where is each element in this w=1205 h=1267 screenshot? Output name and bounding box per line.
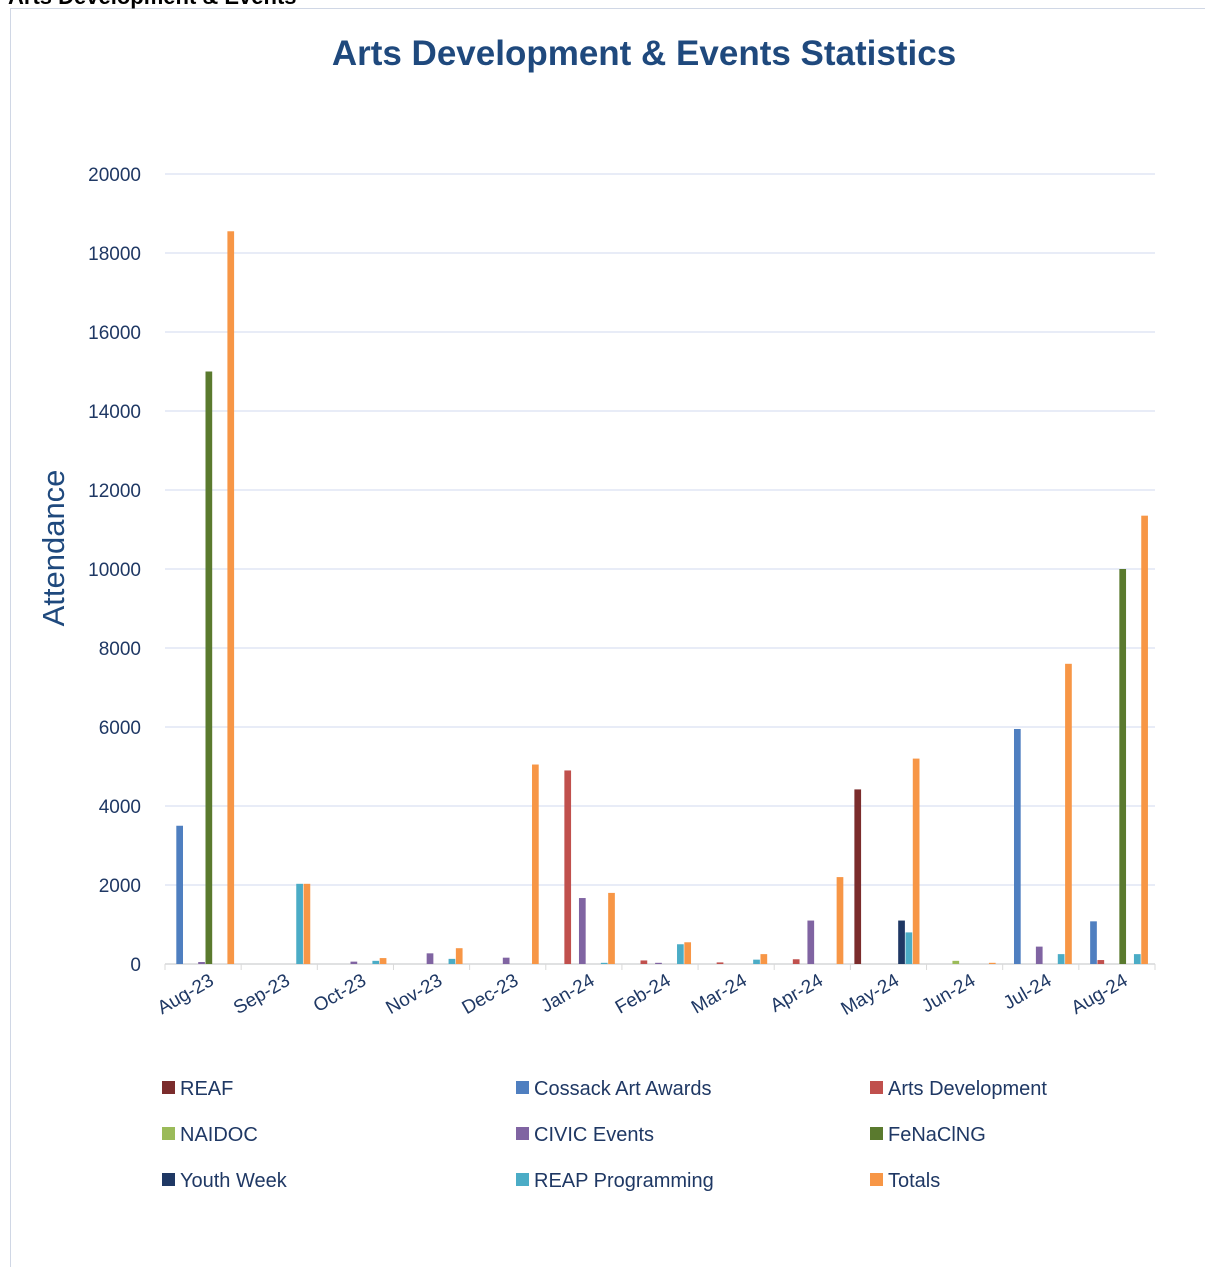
bar xyxy=(854,789,862,964)
x-tick-label: Aug-24 xyxy=(1068,970,1132,1019)
chart-frame xyxy=(10,8,1205,1267)
bar xyxy=(1141,515,1148,964)
bar xyxy=(760,954,768,964)
bar xyxy=(600,962,608,964)
legend-label: Youth Week xyxy=(180,1170,288,1192)
bar xyxy=(905,932,913,964)
legend-label: Cossack Art Awards xyxy=(534,1078,711,1100)
y-tick-label: 0 xyxy=(130,955,141,976)
x-tick-label: Nov-23 xyxy=(382,970,446,1019)
legend-swatch xyxy=(870,1081,883,1094)
bar xyxy=(227,231,235,964)
y-tick-label: 18000 xyxy=(88,244,141,265)
bar xyxy=(578,898,586,964)
bar xyxy=(502,957,510,964)
bar xyxy=(426,953,434,964)
bar xyxy=(1097,960,1105,964)
legend-label: REAP Programming xyxy=(534,1170,714,1192)
bar xyxy=(608,892,615,964)
bar xyxy=(1057,954,1065,964)
y-tick-label: 2000 xyxy=(99,876,141,897)
bar xyxy=(640,960,648,964)
y-tick-label: 14000 xyxy=(88,402,141,423)
x-tick-label: Jun-24 xyxy=(918,970,979,1017)
bar xyxy=(655,962,662,964)
bar xyxy=(198,962,205,964)
y-tick-label: 12000 xyxy=(88,481,141,502)
bar xyxy=(303,883,311,964)
bar xyxy=(836,877,844,964)
y-tick-label: 8000 xyxy=(99,639,141,660)
bar xyxy=(898,920,905,964)
x-tick-label: Feb-24 xyxy=(612,970,675,1019)
legend-swatch xyxy=(516,1127,529,1140)
bar xyxy=(455,948,463,964)
y-tick-label: 4000 xyxy=(99,797,141,818)
bar xyxy=(532,764,539,964)
bar xyxy=(792,959,800,964)
bar xyxy=(716,962,724,964)
bar xyxy=(1035,946,1043,964)
page-header: Arts Development & Events xyxy=(8,0,297,9)
bar xyxy=(1013,728,1021,964)
legend-label: NAIDOC xyxy=(180,1124,258,1146)
bar xyxy=(564,770,572,964)
x-tick-label: Jan-24 xyxy=(538,970,599,1017)
bar xyxy=(379,958,387,964)
bar xyxy=(1065,663,1072,964)
bar xyxy=(1133,954,1141,964)
x-tick-label: Jul-24 xyxy=(1000,970,1056,1014)
bar xyxy=(807,920,815,964)
bar xyxy=(677,944,684,964)
bar xyxy=(952,960,960,964)
x-tick-label: Oct-23 xyxy=(310,970,370,1017)
bar xyxy=(448,958,456,964)
y-tick-label: 6000 xyxy=(99,718,141,739)
bar xyxy=(1090,921,1097,964)
y-tick-label: 10000 xyxy=(88,560,141,581)
legend-swatch xyxy=(870,1173,883,1186)
bar xyxy=(205,371,213,964)
x-tick-label: Sep-23 xyxy=(230,970,294,1019)
legend-swatch xyxy=(162,1173,175,1186)
bar xyxy=(350,961,358,964)
legend-label: REAF xyxy=(180,1078,233,1100)
legend-label: FeNaClNG xyxy=(888,1124,986,1146)
y-axis-title: Attendance xyxy=(36,470,71,627)
bar xyxy=(912,758,920,964)
x-tick-label: Apr-24 xyxy=(767,970,827,1017)
legend-swatch xyxy=(516,1081,529,1094)
bar xyxy=(372,960,380,964)
legend-swatch xyxy=(516,1173,529,1186)
legend-label: CIVIC Events xyxy=(534,1124,654,1146)
chart-title: Arts Development & Events Statistics xyxy=(332,34,956,73)
x-tick-label: Dec-23 xyxy=(459,970,523,1019)
legend-label: Arts Development xyxy=(888,1078,1047,1100)
legend-swatch xyxy=(162,1127,175,1140)
bar xyxy=(753,959,760,964)
x-tick-label: Mar-24 xyxy=(688,970,751,1018)
legend-swatch xyxy=(162,1081,175,1094)
y-tick-label: 16000 xyxy=(88,323,141,344)
bar xyxy=(1119,569,1127,964)
legend-swatch xyxy=(870,1127,883,1140)
bar xyxy=(988,962,996,964)
bar xyxy=(296,883,303,964)
bar xyxy=(176,825,183,964)
legend-label: Totals xyxy=(888,1170,940,1192)
x-tick-label: May-24 xyxy=(838,970,904,1020)
x-tick-label: Aug-23 xyxy=(154,970,218,1019)
bar xyxy=(684,942,692,964)
y-tick-label: 20000 xyxy=(88,165,141,186)
